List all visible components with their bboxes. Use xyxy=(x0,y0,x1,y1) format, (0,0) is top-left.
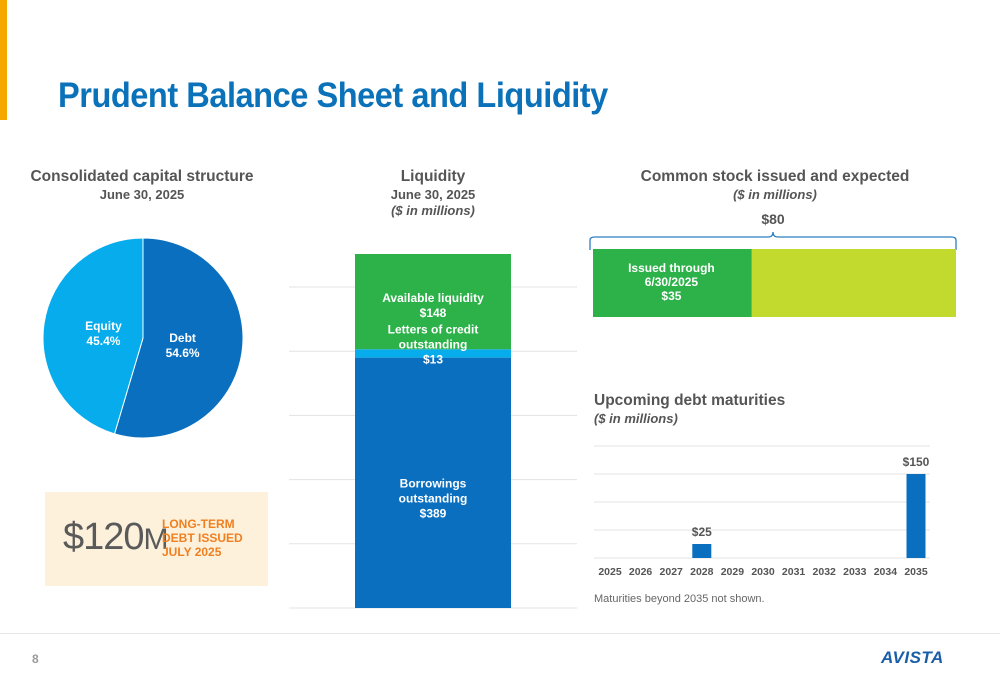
debt-tick-label: 2034 xyxy=(874,566,898,578)
pie-slice-equity xyxy=(43,237,144,435)
pie-value-equity: 45.4% xyxy=(86,334,120,348)
liquidity-units: ($ in millions) xyxy=(391,203,475,218)
liquidity-subtitle: June 30, 2025 xyxy=(390,187,476,202)
pie-label-debt: Debt xyxy=(169,331,196,345)
stock-title: Common stock issued and expected ($ in m… xyxy=(625,168,925,202)
callout-text: LONG-TERM DEBT ISSUED JULY 2025 xyxy=(162,517,243,559)
debt-title-main: Upcoming debt maturities xyxy=(594,392,786,409)
liquidity-label-2: $148 xyxy=(420,306,447,320)
debt-value-label-2028: $25 xyxy=(692,525,712,539)
stock-title-main: Common stock issued and expected xyxy=(640,168,910,185)
capital-title-main: Consolidated capital structure xyxy=(30,168,254,185)
avista-logo: AVISTA xyxy=(881,648,944,667)
callout-suffix: M xyxy=(143,523,169,556)
stock-label-0: Issued through xyxy=(628,261,715,275)
debt-tick-label: 2028 xyxy=(690,566,714,578)
stock-total-label: $80 xyxy=(761,211,785,227)
callout-dollar: $ xyxy=(63,516,84,558)
liquidity-label-2: Available liquidity xyxy=(382,291,484,305)
liquidity-label-0: outstanding xyxy=(399,492,468,506)
page-number: 8 xyxy=(32,652,39,666)
debt-maturities-chart: 2025 2026 2027 2028 $25 2029 2030 2031 2032 2033 2… xyxy=(594,445,930,578)
capital-subtitle: June 30, 2025 xyxy=(99,187,185,202)
liquidity-label-1: Letters of credit xyxy=(388,322,479,336)
callout-number: 120 xyxy=(83,516,144,558)
callout-line-2: DEBT ISSUED xyxy=(162,531,243,545)
debt-tick-label: 2035 xyxy=(904,566,928,578)
liquidity-title: Liquidity June 30, 2025 ($ in millions) xyxy=(343,168,523,218)
stock-label-0: 6/30/2025 xyxy=(645,275,699,289)
stock-segment-0 xyxy=(593,249,752,317)
accent-bar xyxy=(0,0,7,120)
liquidity-segment-1 xyxy=(355,349,511,358)
debt-issued-callout: $120M LONG-TERM DEBT ISSUED JULY 2025 xyxy=(45,492,268,586)
debt-tick-label: 2027 xyxy=(660,566,684,578)
liquidity-segment-2 xyxy=(355,254,511,350)
debt-value-label-2035: $150 xyxy=(903,455,930,469)
debt-tick-label: 2033 xyxy=(843,566,867,578)
liquidity-label-0: Borrowings xyxy=(400,477,467,491)
callout-line-3: JULY 2025 xyxy=(162,545,222,559)
debt-tick-label: 2029 xyxy=(721,566,745,578)
pie-slice-debt xyxy=(113,237,243,439)
stock-segment-1 xyxy=(751,249,956,317)
debt-note: Maturities beyond 2035 not shown. xyxy=(594,593,765,605)
pie-label-equity: Equity xyxy=(85,319,122,333)
debt-tick-label: 2026 xyxy=(629,566,653,578)
liquidity-label-0: $389 xyxy=(420,507,447,521)
callout-amount: $120M xyxy=(63,516,169,559)
debt-tick-label: 2030 xyxy=(751,566,775,578)
liquidity-segment-0 xyxy=(355,357,511,608)
debt-units: ($ in millions) xyxy=(594,411,678,426)
stock-label-0: $35 xyxy=(661,289,681,303)
stock-bracket xyxy=(589,231,957,250)
debt-tick-label: 2031 xyxy=(782,566,806,578)
pie-value-debt: 54.6% xyxy=(166,346,200,360)
liquidity-title-main: Liquidity xyxy=(400,168,466,185)
debt-tick-label: 2032 xyxy=(813,566,837,578)
stock-units: ($ in millions) xyxy=(733,187,817,202)
liquidity-label-1: $13 xyxy=(423,352,443,366)
footer-divider xyxy=(0,633,1000,634)
debt-title: Upcoming debt maturities ($ in millions) xyxy=(594,392,785,426)
liquidity-label-1: outstanding xyxy=(399,337,468,351)
debt-tick-label: 2025 xyxy=(598,566,622,578)
page-title: Prudent Balance Sheet and Liquidity xyxy=(58,76,608,115)
capital-title: Consolidated capital structure June 30, … xyxy=(22,168,262,202)
debt-bar-2028 xyxy=(692,544,712,558)
callout-line-1: LONG-TERM xyxy=(162,517,235,531)
debt-bar-2035 xyxy=(906,474,926,558)
